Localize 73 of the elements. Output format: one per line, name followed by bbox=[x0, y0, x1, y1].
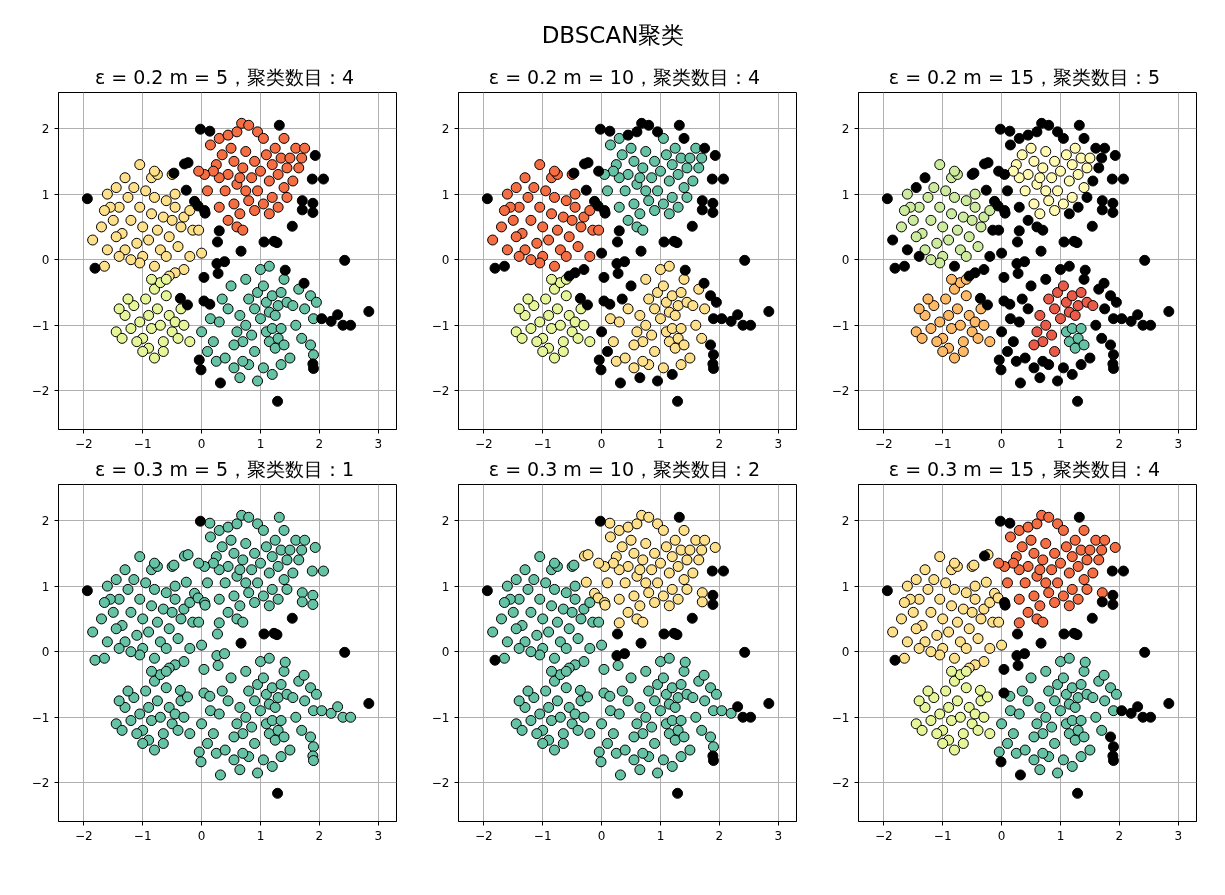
y-tick-label: 0 bbox=[441, 645, 450, 660]
y-tick-label: 0 bbox=[441, 253, 450, 268]
x-tick-label: −2 bbox=[874, 436, 893, 451]
x-tick-label: 3 bbox=[774, 436, 783, 451]
x-tick-label: −1 bbox=[933, 436, 952, 451]
x-tick-label: 0 bbox=[597, 828, 606, 843]
x-tick-label: −1 bbox=[533, 436, 552, 451]
x-tick-label: 1 bbox=[656, 436, 665, 451]
x-tick-label: 3 bbox=[374, 828, 383, 843]
y-tick-label: 2 bbox=[841, 514, 850, 529]
y-tick-label: 0 bbox=[41, 645, 50, 660]
x-tick-label: 3 bbox=[774, 828, 783, 843]
y-tick-label: −2 bbox=[431, 776, 450, 791]
chart-title: ε = 0.3 m = 5，聚类数目：1 bbox=[94, 457, 355, 480]
y-tick-label: 0 bbox=[41, 253, 50, 268]
x-tick-label: 0 bbox=[997, 828, 1006, 843]
x-tick-label: −2 bbox=[74, 828, 93, 843]
chart-title: ε = 0.2 m = 10，聚类数目：4 bbox=[488, 65, 761, 88]
x-tick-label: 0 bbox=[597, 436, 606, 451]
chart-title: ε = 0.3 m = 10，聚类数目：2 bbox=[488, 457, 761, 480]
y-tick-label: 1 bbox=[841, 187, 850, 202]
y-tick-label: −2 bbox=[831, 384, 850, 399]
x-tick-label: −2 bbox=[474, 436, 493, 451]
x-tick-label: 2 bbox=[315, 828, 324, 843]
y-tick-label: −2 bbox=[31, 776, 50, 791]
x-tick-label: 1 bbox=[1056, 828, 1065, 843]
y-tick-label: −2 bbox=[31, 384, 50, 399]
x-tick-label: 2 bbox=[315, 436, 324, 451]
x-tick-label: 2 bbox=[1115, 828, 1124, 843]
y-tick-label: 0 bbox=[841, 645, 850, 660]
chart-title: ε = 0.2 m = 5，聚类数目：4 bbox=[94, 65, 355, 88]
y-tick-label: 2 bbox=[841, 122, 850, 137]
x-tick-label: 1 bbox=[656, 828, 665, 843]
x-tick-label: −1 bbox=[133, 436, 152, 451]
y-tick-label: −2 bbox=[431, 384, 450, 399]
y-tick-label: −1 bbox=[31, 710, 50, 725]
y-tick-label: −1 bbox=[831, 710, 850, 725]
x-tick-label: 1 bbox=[256, 436, 265, 451]
x-tick-label: 1 bbox=[1056, 436, 1065, 451]
y-tick-label: 1 bbox=[441, 579, 450, 594]
y-tick-label: −2 bbox=[831, 776, 850, 791]
x-tick-label: −1 bbox=[133, 828, 152, 843]
x-tick-label: 0 bbox=[197, 828, 206, 843]
y-tick-label: 2 bbox=[41, 514, 50, 529]
y-tick-label: −1 bbox=[431, 710, 450, 725]
y-tick-label: 2 bbox=[441, 514, 450, 529]
y-tick-label: 2 bbox=[41, 122, 50, 137]
x-tick-label: 3 bbox=[374, 436, 383, 451]
y-tick-label: −1 bbox=[831, 318, 850, 333]
x-tick-label: 2 bbox=[715, 828, 724, 843]
x-tick-label: −1 bbox=[533, 828, 552, 843]
x-tick-label: −2 bbox=[474, 828, 493, 843]
y-tick-label: 1 bbox=[841, 579, 850, 594]
y-tick-label: 0 bbox=[841, 253, 850, 268]
x-tick-label: 2 bbox=[1115, 436, 1124, 451]
y-tick-label: −1 bbox=[431, 318, 450, 333]
text: DBSCAN聚类 bbox=[541, 21, 685, 50]
y-tick-label: 1 bbox=[41, 579, 50, 594]
x-tick-label: 1 bbox=[256, 828, 265, 843]
y-tick-label: −1 bbox=[31, 318, 50, 333]
x-tick-label: 2 bbox=[715, 436, 724, 451]
x-tick-label: 3 bbox=[1174, 436, 1183, 451]
y-tick-label: 2 bbox=[441, 122, 450, 137]
chart-title: ε = 0.2 m = 15，聚类数目：5 bbox=[888, 65, 1161, 88]
chart-title: ε = 0.3 m = 15，聚类数目：4 bbox=[888, 457, 1161, 480]
x-tick-label: 0 bbox=[197, 436, 206, 451]
y-tick-label: 1 bbox=[441, 187, 450, 202]
x-tick-label: 3 bbox=[1174, 828, 1183, 843]
x-tick-label: −2 bbox=[874, 828, 893, 843]
x-tick-label: −1 bbox=[933, 828, 952, 843]
y-tick-label: 1 bbox=[41, 187, 50, 202]
x-tick-label: −2 bbox=[74, 436, 93, 451]
x-tick-label: 0 bbox=[997, 436, 1006, 451]
